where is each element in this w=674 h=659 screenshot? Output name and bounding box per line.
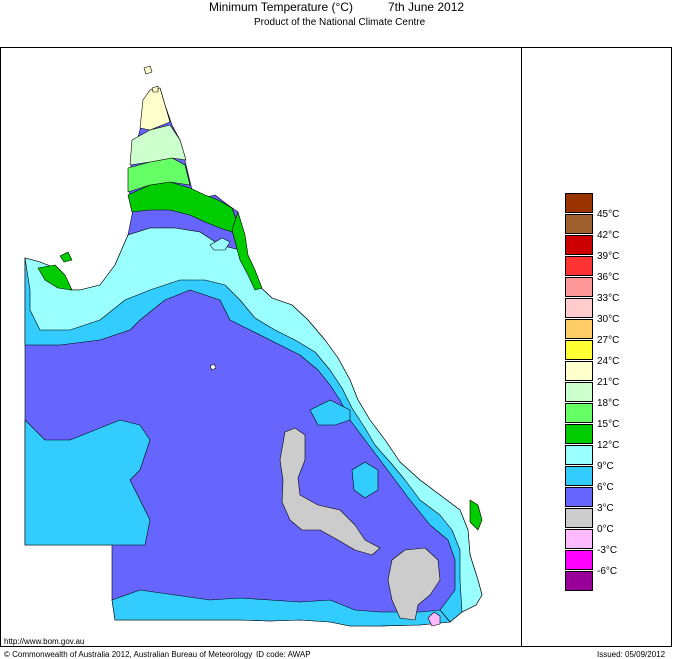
title-text: Minimum Temperature (°C)	[209, 0, 353, 14]
legend-label-18: -6°C	[597, 566, 618, 577]
legend-swatch-2	[565, 235, 593, 255]
legend-label-4: 36°C	[597, 272, 620, 283]
legend-swatch-16	[565, 529, 593, 549]
legend-label-11: 15°C	[597, 419, 620, 430]
legend-label-10: 18°C	[597, 398, 620, 409]
legend-label-1: 45°C	[597, 209, 620, 220]
legend-label-6: 30°C	[597, 314, 620, 325]
zone-15c-island	[469, 499, 483, 531]
legend-swatch-18	[565, 571, 593, 591]
legend-label-15: 3°C	[597, 503, 614, 514]
map-title: Minimum Temperature (°C) 7th June 2012	[0, 0, 674, 14]
zone-15c-coast	[231, 211, 263, 291]
legend-swatch-10	[565, 403, 593, 423]
zone-3c-south	[387, 547, 441, 621]
footer-id-code: ID code: AWAP	[256, 650, 311, 659]
legend-swatch-9	[565, 382, 593, 402]
island-bay	[209, 237, 231, 251]
footer-url[interactable]: http://www.bom.gov.au	[4, 637, 85, 646]
island-gulf	[59, 251, 73, 263]
legend-swatch-11	[565, 424, 593, 444]
island-north-2	[151, 85, 159, 93]
zone-21c	[129, 124, 187, 166]
legend-swatch-15	[565, 508, 593, 528]
zone-9c-patch	[351, 461, 379, 499]
legend-label-12: 12°C	[597, 440, 620, 451]
legend-label-7: 27°C	[597, 335, 620, 346]
zone-15c-west	[37, 264, 73, 291]
legend-swatch-1	[565, 214, 593, 234]
legend-swatch-4	[565, 277, 593, 297]
zone-9c-inland	[309, 399, 351, 426]
legend-swatch-14	[565, 487, 593, 507]
legend-label-16: 0°C	[597, 524, 614, 535]
zone-24c	[139, 87, 171, 131]
legend-label-3: 39°C	[597, 251, 620, 262]
legend-swatch-5	[565, 298, 593, 318]
legend-label-5: 33°C	[597, 293, 620, 304]
zone-12c	[24, 227, 483, 613]
zone-9c-west	[24, 419, 151, 546]
map-frame	[0, 47, 672, 647]
map-subtitle: Product of the National Climate Centre	[254, 17, 426, 28]
legend-label-13: 9°C	[597, 461, 614, 472]
legend-swatch-0	[565, 193, 593, 213]
legend-swatch-8	[565, 361, 593, 381]
island-north	[143, 65, 153, 75]
legend-swatch-17	[565, 550, 593, 570]
title-date: 7th June 2012	[388, 0, 465, 14]
zone-0c	[427, 611, 441, 627]
legend-swatch-7	[565, 340, 593, 360]
island-lake	[209, 363, 217, 371]
legend-swatch-3	[565, 256, 593, 276]
frame-divider	[521, 47, 522, 647]
legend-swatch-13	[565, 466, 593, 486]
footer-issued: Issued: 05/09/2012	[597, 650, 666, 659]
legend-label-8: 24°C	[597, 356, 620, 367]
zone-3c-central	[279, 427, 381, 556]
legend-label-2: 42°C	[597, 230, 620, 241]
legend-label-14: 6°C	[597, 482, 614, 493]
footer-copyright: © Commonwealth of Australia 2012, Austra…	[4, 650, 253, 659]
zone-9c-south	[111, 589, 451, 627]
legend-swatch-6	[565, 319, 593, 339]
legend-label-9: 21°C	[597, 377, 620, 388]
legend-label-17: -3°C	[597, 545, 618, 556]
legend-swatch-12	[565, 445, 593, 465]
